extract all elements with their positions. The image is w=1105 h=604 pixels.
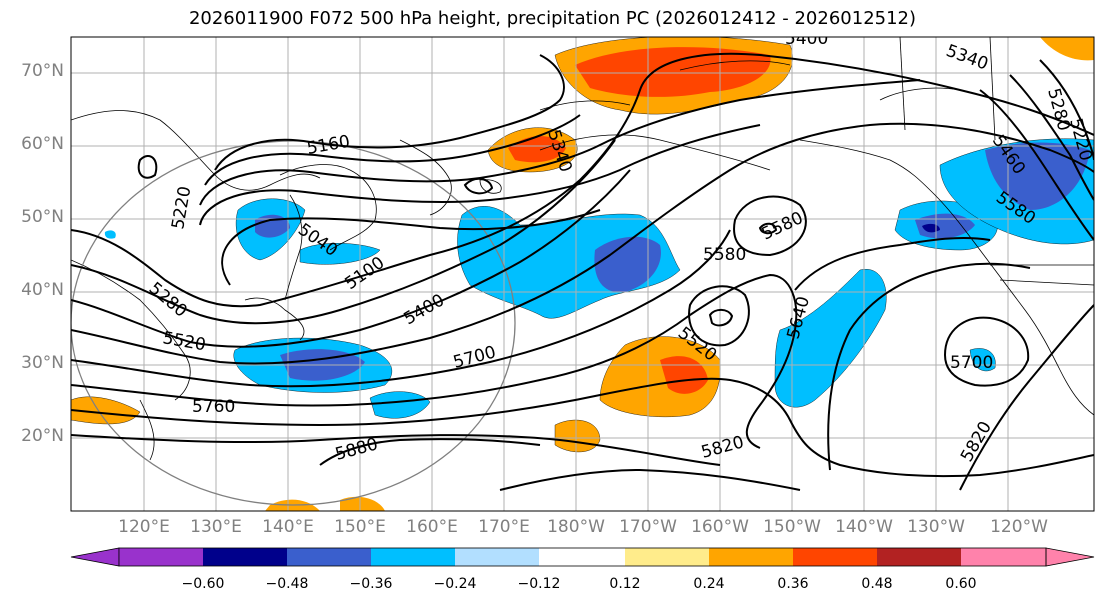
height-contours xyxy=(71,52,1094,491)
map-title: 2026011900 F072 500 hPa height, precipit… xyxy=(188,8,917,29)
lon-label: 120°W xyxy=(990,517,1048,537)
colorbar-tick-label: −0.48 xyxy=(265,576,309,592)
colorbar-extend-high xyxy=(1045,547,1095,567)
lon-label: 180°W xyxy=(547,517,605,537)
colorbar-tick-label: 0.48 xyxy=(861,576,893,592)
colorbar-tick-label: 0.36 xyxy=(777,576,809,592)
lon-label: 150°W xyxy=(763,517,821,537)
lat-label: 40°N xyxy=(21,280,64,300)
colorbar-tick-label: 0.12 xyxy=(609,576,641,592)
lon-label: 130°W xyxy=(907,517,965,537)
colorbar-tick-label: 0.24 xyxy=(693,576,725,592)
colorbar-tick-label: −0.36 xyxy=(349,576,393,592)
contour-label: 5580 xyxy=(703,245,746,265)
contour-label: 5400 xyxy=(785,29,828,49)
graticule xyxy=(71,37,1094,511)
lon-label: 130°E xyxy=(190,517,242,537)
lon-label: 140°W xyxy=(835,517,893,537)
colorbar-extend-low xyxy=(70,547,120,567)
colorbar-tick-label: −0.12 xyxy=(517,576,561,592)
coastlines xyxy=(71,37,1094,461)
lat-label: 20°N xyxy=(21,426,64,446)
lon-label: 150°E xyxy=(334,517,386,537)
contour-label: 5760 xyxy=(192,397,235,417)
colorbar-tick-label: −0.60 xyxy=(181,576,225,592)
precip-positive-shading xyxy=(71,37,1094,511)
map-area: 5400 5340 5280 5460 5220 5160 5340 5220 … xyxy=(71,29,1094,511)
lon-label: 160°W xyxy=(691,517,749,537)
lat-label: 60°N xyxy=(21,134,64,154)
colorbar-tick-label: 0.60 xyxy=(945,576,977,592)
lat-label: 50°N xyxy=(21,207,64,227)
lat-label: 30°N xyxy=(21,353,64,373)
map-frame xyxy=(70,36,1095,512)
lon-label: 120°E xyxy=(118,517,170,537)
lon-label: 140°E xyxy=(262,517,314,537)
contour-label: 5700 xyxy=(950,353,993,373)
lat-label: 70°N xyxy=(21,61,64,81)
reference-circle xyxy=(71,140,516,506)
colorbar xyxy=(70,547,1095,567)
colorbar-tick-label: −0.24 xyxy=(433,576,477,592)
lon-label: 170°W xyxy=(619,517,677,537)
lon-label: 170°E xyxy=(478,517,530,537)
lon-label: 160°E xyxy=(406,517,458,537)
